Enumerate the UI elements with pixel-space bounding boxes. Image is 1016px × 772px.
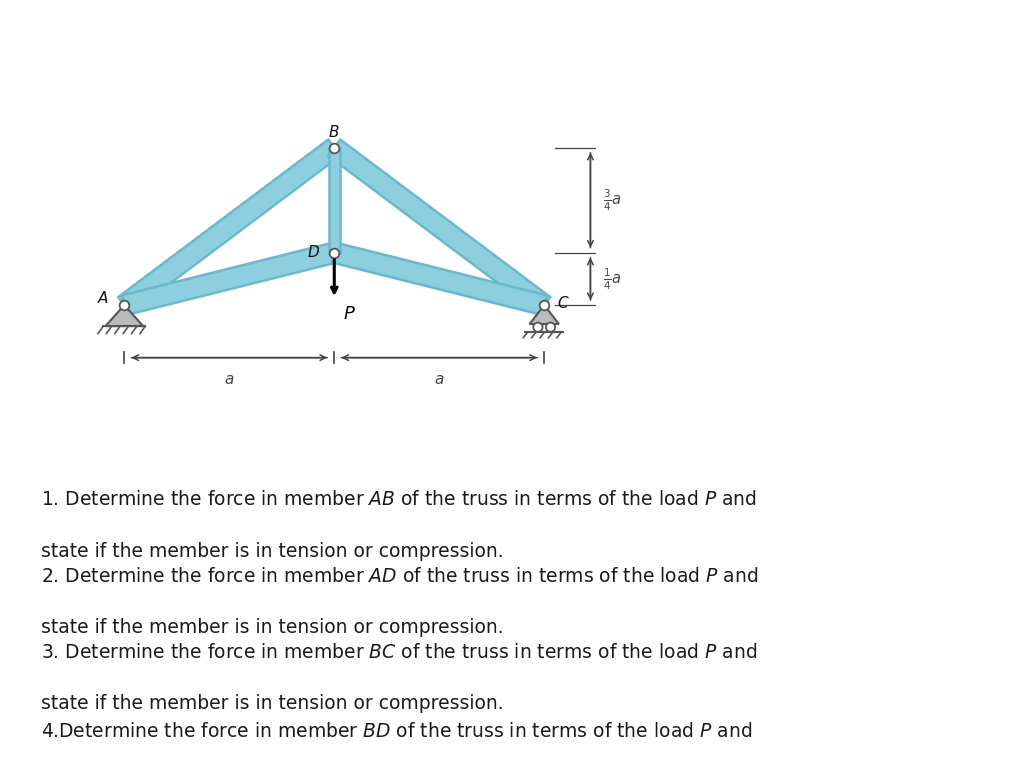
Text: $\frac{3}{4}$$a$: $\frac{3}{4}$$a$ <box>604 188 622 213</box>
Polygon shape <box>529 305 559 324</box>
Text: state if the member is in tension or compression.: state if the member is in tension or com… <box>41 694 503 713</box>
Text: $a$: $a$ <box>434 372 444 388</box>
Polygon shape <box>328 140 551 313</box>
Polygon shape <box>118 140 340 313</box>
Text: 1. Determine the force in member $\mathit{AB}$ of the truss in terms of the load: 1. Determine the force in member $\mathi… <box>41 490 757 510</box>
Text: 4.Determine the force in member $\mathit{BD}$ of the truss in terms of the load : 4.Determine the force in member $\mathit… <box>41 722 752 741</box>
Text: $P$: $P$ <box>342 305 356 323</box>
Text: $\frac{1}{4}$$a$: $\frac{1}{4}$$a$ <box>604 266 622 292</box>
Text: C: C <box>558 296 568 310</box>
Text: $a$: $a$ <box>225 372 235 388</box>
Circle shape <box>533 323 543 332</box>
Polygon shape <box>122 243 336 315</box>
Text: state if the member is in tension or compression.: state if the member is in tension or com… <box>41 618 503 637</box>
Polygon shape <box>329 147 339 252</box>
Circle shape <box>546 323 555 332</box>
Text: D: D <box>308 245 319 260</box>
Text: 2. Determine the force in member $\mathit{AD}$ of the truss in terms of the load: 2. Determine the force in member $\mathi… <box>41 567 758 586</box>
Text: B: B <box>329 126 339 141</box>
Polygon shape <box>332 243 547 315</box>
Text: state if the member is in tension or compression.: state if the member is in tension or com… <box>41 542 503 560</box>
Polygon shape <box>106 305 143 326</box>
Text: A: A <box>99 291 109 306</box>
Text: 3. Determine the force in member $\mathit{BC}$ of the truss in terms of the load: 3. Determine the force in member $\mathi… <box>41 643 757 662</box>
